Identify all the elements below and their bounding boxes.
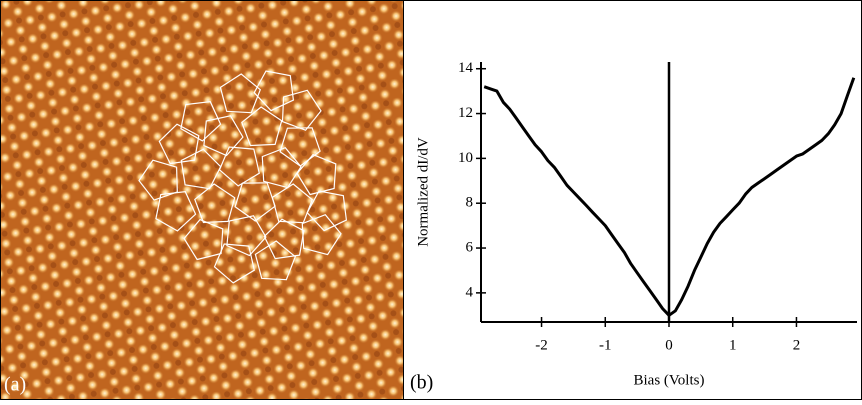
x-tick-label: 0 [665, 337, 673, 353]
panel-label: (a) [4, 374, 26, 396]
panel-label: (b) [410, 372, 433, 394]
y-tick-label: 6 [466, 239, 474, 255]
figure: (a) (b) Bias (Volts) Normalized dI/dV 4 6… [0, 0, 862, 400]
x-tick-label: 1 [729, 337, 737, 353]
y-tick-label: 12 [458, 105, 473, 121]
y-axis-label: Normalized dI/dV [415, 137, 431, 247]
stm-image [0, 0, 403, 400]
y-tick-label: 14 [458, 60, 474, 76]
x-tick-label: -2 [535, 337, 548, 353]
y-tick-label: 4 [466, 284, 474, 300]
x-axis-label: Bias (Volts) [634, 372, 705, 388]
x-tick-label: -1 [599, 337, 612, 353]
y-tick-label: 8 [466, 195, 474, 211]
y-tick-label: 10 [458, 150, 473, 166]
x-tick-label: 2 [793, 337, 801, 353]
